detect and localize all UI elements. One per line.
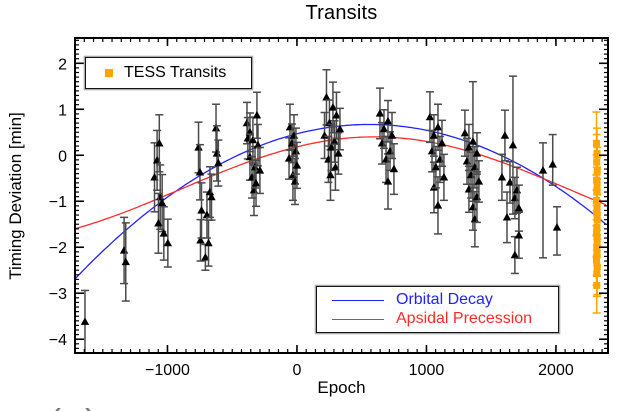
axis-ticks [74, 38, 608, 353]
y-tick-label: 2 [58, 56, 67, 73]
tess-square-marker-icon [105, 69, 113, 77]
y-tick-label: −2 [49, 240, 67, 257]
legend-apsidal-precession-label: Apsidal Precession [396, 310, 533, 327]
black-transit-points [80, 68, 562, 352]
legend-tess-label: TESS Transits [124, 64, 227, 81]
subfigure-label: (a) [49, 401, 99, 411]
y-tick-label: −4 [49, 332, 67, 349]
apsidal-precession-line-icon [332, 318, 384, 320]
x-tick-label: 2000 [538, 362, 574, 379]
y-tick-label: 0 [58, 148, 67, 165]
legend-row-orbital-decay: Orbital Decay [317, 291, 558, 309]
legend-model-curves: Orbital Decay Apsidal Precession [316, 286, 559, 333]
legend-tess-transits: TESS Transits [85, 57, 252, 89]
x-axis-label: Epoch [317, 378, 366, 397]
x-tick-label: 1000 [409, 362, 445, 379]
legend-row-apsidal-precession: Apsidal Precession [317, 310, 558, 328]
x-tick-label: −1000 [145, 362, 190, 379]
y-tick-label: −1 [49, 194, 67, 211]
plot-title: Transits [305, 2, 378, 24]
orbital-decay-line-icon [332, 299, 384, 301]
tess-transit-points [592, 111, 602, 314]
legend-orbital-decay-label: Orbital Decay [396, 291, 493, 308]
y-tick-label: 1 [58, 102, 67, 119]
y-tick-label: −3 [49, 286, 67, 303]
x-tick-label: 0 [293, 362, 302, 379]
plot-frame [74, 37, 609, 354]
